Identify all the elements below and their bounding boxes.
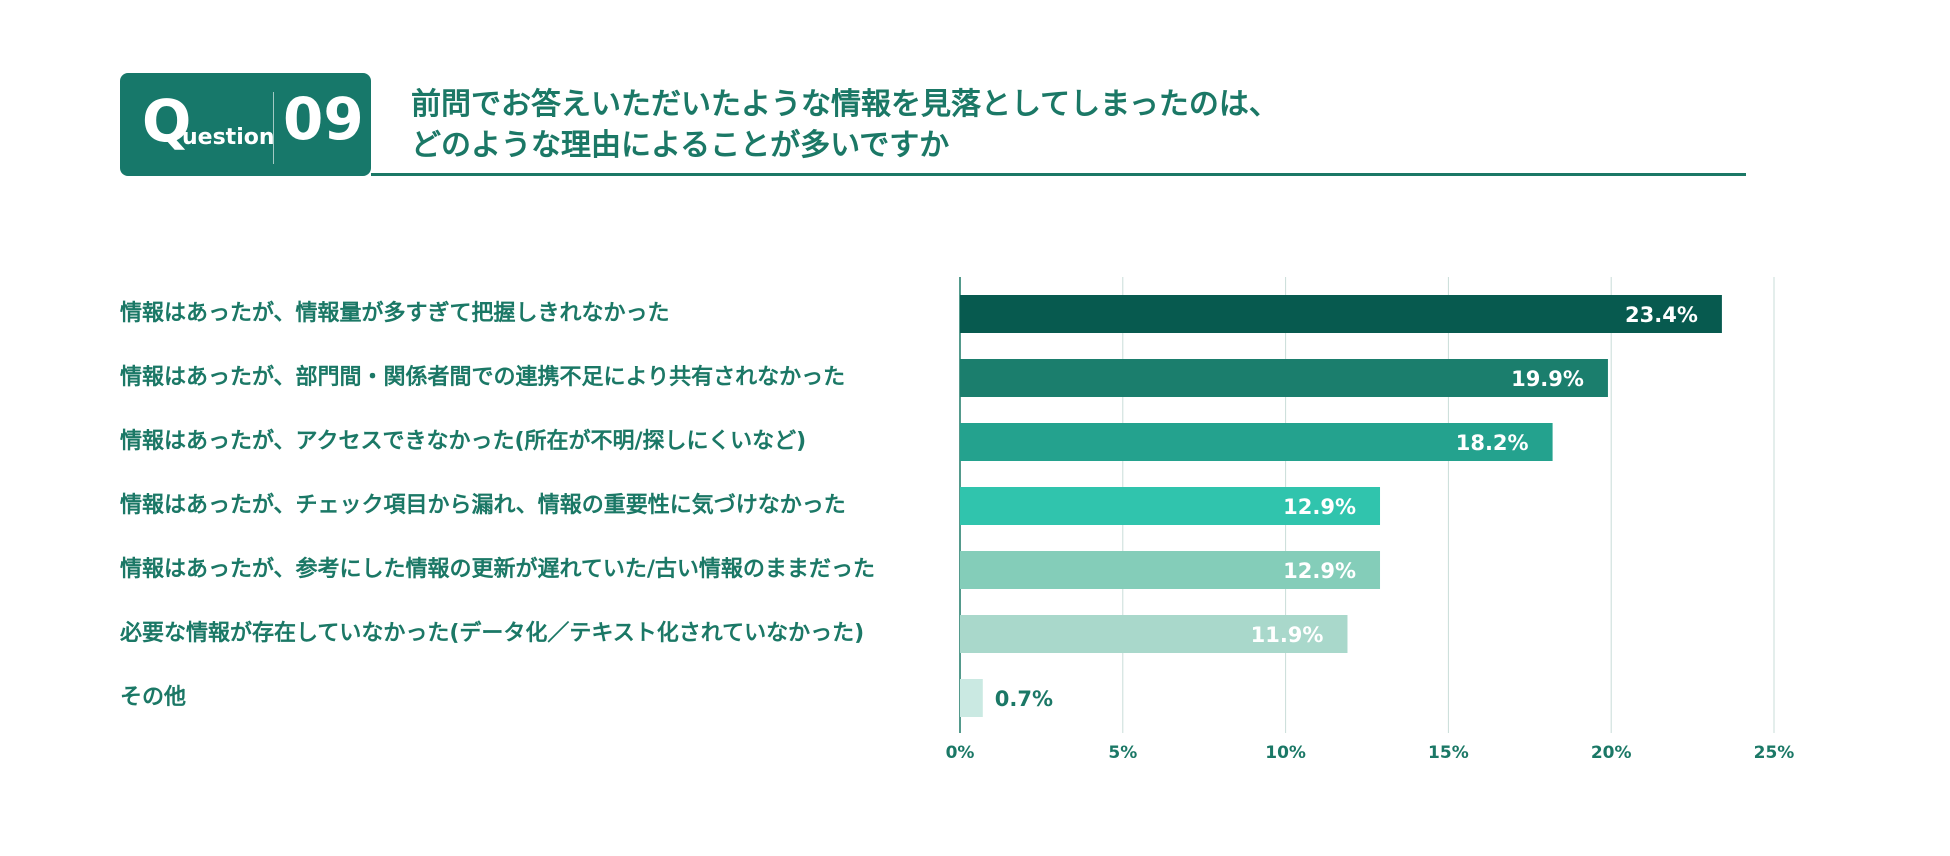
bar	[960, 615, 1348, 653]
data-label: 19.9%	[1511, 367, 1584, 391]
bar	[960, 551, 1381, 589]
question-title: 前問でお答えいただいたような情報を見落としてしまったのは、 どのような理由による…	[411, 84, 1279, 166]
x-tick-label: 0%	[946, 743, 975, 763]
x-tick-label: 20%	[1591, 743, 1632, 763]
bar	[960, 679, 983, 717]
category-label: 情報はあったが、アクセスできなかった(所在が不明/探しにくいなど)	[120, 429, 807, 454]
title-line-2: どのような理由によることが多いですか	[411, 128, 950, 163]
data-label: 12.9%	[1283, 495, 1356, 519]
data-label: 11.9%	[1251, 623, 1324, 647]
x-tick-label: 25%	[1754, 743, 1795, 763]
category-label: 情報はあったが、チェック項目から漏れ、情報の重要性に気づけなかった	[120, 493, 846, 518]
question-badge: Q uestion 09	[120, 73, 371, 176]
badge-divider	[273, 92, 274, 164]
data-label: 18.2%	[1456, 431, 1529, 455]
x-tick-label: 15%	[1428, 743, 1469, 763]
category-label: 情報はあったが、部門間・関係者間での連携不足により共有されなかった	[120, 365, 846, 390]
bar	[960, 423, 1553, 461]
data-label: 12.9%	[1283, 559, 1356, 583]
category-label: その他	[120, 685, 187, 710]
title-line-1: 前問でお答えいただいたような情報を見落としてしまったのは、	[411, 87, 1279, 122]
data-label: 23.4%	[1625, 303, 1698, 327]
question-number: 09	[283, 85, 364, 153]
x-tick-label: 10%	[1265, 743, 1306, 763]
bar	[960, 359, 1608, 397]
x-tick-label: 5%	[1108, 743, 1137, 763]
bar	[960, 295, 1722, 333]
title-underline	[371, 173, 1746, 176]
category-label: 情報はあったが、情報量が多すぎて把握しきれなかった	[120, 301, 670, 326]
category-label: 必要な情報が存在していなかった(データ化／テキスト化されていなかった)	[120, 621, 865, 646]
bar	[960, 487, 1381, 525]
category-label: 情報はあったが、参考にした情報の更新が遅れていた/古い情報のままだった	[120, 557, 875, 582]
question-word: uestion	[182, 125, 275, 150]
question-letter: Q	[142, 87, 192, 155]
data-label: 0.7%	[995, 687, 1053, 711]
